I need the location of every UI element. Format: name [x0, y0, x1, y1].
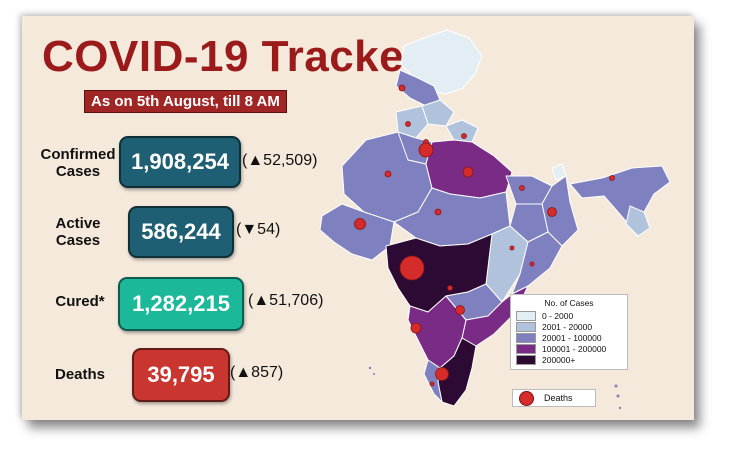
- date-subtitle: As on 5th August, till 8 AM: [84, 90, 287, 113]
- legend-swatch: [516, 343, 536, 354]
- death-marker: [384, 170, 392, 178]
- legend-item: 200000+: [516, 354, 622, 365]
- deaths-legend: Deaths: [512, 389, 596, 407]
- deaths-value-box: 39,795: [132, 348, 230, 402]
- legend-title: No. of Cases: [544, 298, 594, 308]
- legend-swatch: [516, 354, 536, 365]
- death-marker: [547, 207, 557, 217]
- legend-item-label: 200000+: [542, 354, 576, 365]
- active-label: Active Cases: [55, 215, 101, 249]
- legend-swatch: [516, 321, 536, 332]
- tracker-card: COVID-19 Tracker As on 5th August, till …: [22, 16, 694, 420]
- death-marker: [410, 322, 422, 334]
- death-marker: [509, 245, 515, 251]
- death-marker: [354, 218, 366, 230]
- region-gujarat: [319, 203, 395, 261]
- region-punjab: [395, 105, 429, 139]
- andaman-islands: [368, 366, 622, 410]
- legend-item: 100001 - 200000: [516, 343, 622, 354]
- legend-item-label: 0 - 2000: [542, 310, 574, 321]
- death-marker: [447, 285, 453, 291]
- page-title: COVID-19 Tracker: [42, 32, 422, 81]
- active-change: (▼54): [236, 221, 281, 238]
- death-marker: [529, 261, 535, 267]
- region-northeast-hills: [625, 205, 651, 237]
- legend-item: 2001 - 20000: [516, 321, 622, 332]
- region-uttarakhand: [445, 119, 479, 143]
- death-marker: [435, 367, 449, 381]
- deaths-change: (▲857): [230, 364, 284, 381]
- legend-swatch: [516, 310, 536, 321]
- death-marker: [418, 142, 434, 158]
- death-marker: [399, 255, 425, 281]
- active-value-box: 586,244: [128, 206, 234, 258]
- death-marker: [434, 208, 442, 216]
- confirmed-value-box: 1,908,254: [119, 136, 241, 188]
- cured-value-box: 1,282,215: [118, 277, 244, 331]
- death-marker: [398, 84, 406, 92]
- legend-item: 0 - 2000: [516, 310, 622, 321]
- region-odisha: [511, 231, 563, 295]
- legend-item-label: 2001 - 20000: [542, 321, 593, 332]
- death-marker: [519, 185, 525, 191]
- death-marker: [609, 175, 615, 181]
- death-marker: [455, 305, 465, 315]
- death-marker: [461, 133, 467, 139]
- cured-change: (▲51,706): [248, 292, 324, 309]
- deaths-label: Deaths: [54, 366, 106, 383]
- cases-legend: No. of Cases 0 - 2000 2001 - 20000 20001…: [510, 294, 628, 370]
- death-marker: [429, 381, 435, 387]
- legend-item: 20001 - 100000: [516, 332, 622, 343]
- deaths-legend-label: Deaths: [544, 393, 573, 403]
- death-marker: [405, 121, 411, 127]
- cured-label: Cured*: [55, 293, 105, 310]
- confirmed-change: (▲52,509): [242, 152, 318, 169]
- legend-item-label: 20001 - 100000: [542, 332, 602, 343]
- legend-item-label: 100001 - 200000: [542, 343, 607, 354]
- legend-swatch: [516, 332, 536, 343]
- region-northeast: [569, 165, 671, 227]
- confirmed-label: Confirmed Cases: [40, 146, 116, 180]
- death-marker: [462, 166, 474, 178]
- death-dot-icon: [519, 390, 534, 406]
